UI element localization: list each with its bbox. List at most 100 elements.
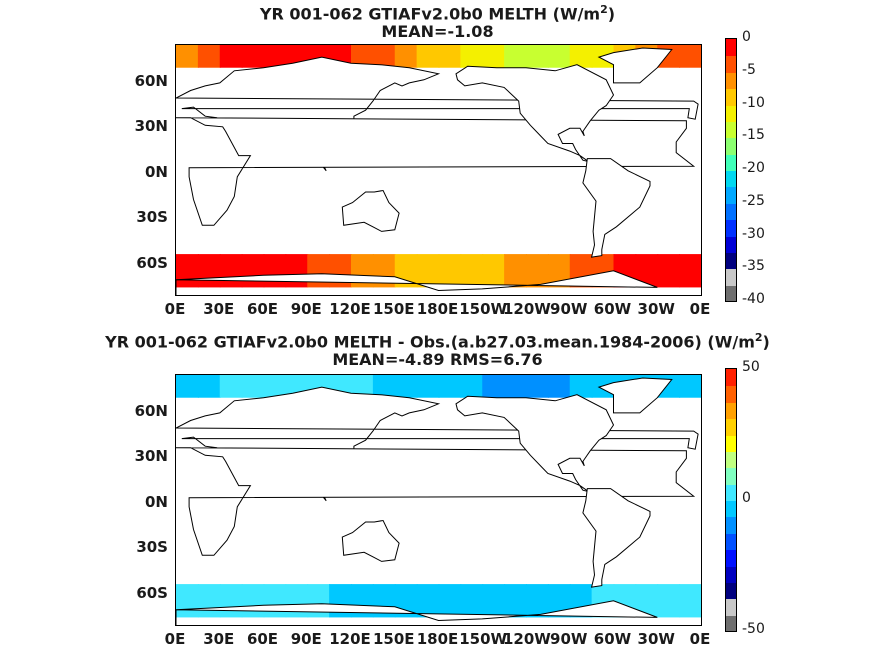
ice-band-cell [526,375,549,398]
ice-band-cell [482,375,506,398]
ice-band-cell [219,254,243,288]
y-tick-label: 30N [134,447,168,466]
colorbar-tick-label: -10 [742,94,765,111]
x-tick-label: 90W [550,300,588,318]
ice-band-cell [219,375,243,398]
ice-band-cell [416,254,440,288]
x-tick-label: 180E [416,300,459,318]
ice-band-cell [176,45,199,68]
chart1-map [175,44,702,296]
x-tick-label: 0E [689,630,711,648]
colorbar-tick-label: -40 [742,291,765,307]
colorbar-swatch [726,268,736,286]
ice-band-cell [482,254,506,288]
colorbar-swatch [726,614,736,631]
colorbar-swatch [726,170,736,188]
x-tick-label: 120E [329,300,371,318]
colorbar-swatch [726,418,736,436]
colorbar-tick-label: 0 [742,29,751,45]
colorbar-swatch [726,202,736,221]
colorbar-swatch [726,39,736,57]
colorbar-tick-label: -35 [742,258,765,275]
ice-band-cell [241,45,265,68]
ice-band-cell [460,45,484,68]
ice-band-cell [635,254,659,288]
x-tick-label: 60E [246,300,279,318]
ice-band-cell [657,584,681,618]
ice-band-cell [219,584,243,618]
colorbar-tick-label: -15 [742,127,765,144]
continent-outline [582,488,651,588]
ice-band-cell [569,45,593,68]
ice-band-cell [504,375,527,398]
ice-band-cell [394,375,418,398]
colorbar-tick-label: -5 [742,61,756,78]
colorbar-swatch [726,483,736,501]
chart2-colorbar [725,368,737,632]
ice-band-cell [482,45,506,68]
colorbar-swatch [726,401,736,420]
ice-band-cell [197,254,221,288]
colorbar-tick-label: -50 [742,621,765,637]
colorbar-swatch [726,434,736,452]
colorbar-swatch [726,120,736,139]
ice-band-cell [416,45,440,68]
ice-band-cell [504,584,527,618]
ice-band-cell [241,584,265,618]
colorbar-tick-label: -25 [742,192,765,209]
ice-band-cell [372,375,396,398]
x-tick-label: 150W [459,630,508,648]
colorbar-swatch [726,385,736,403]
colorbar-swatch [726,369,736,387]
ice-band-cell [263,45,287,68]
ice-band-cell [460,584,484,618]
ice-band-cell [176,254,199,288]
ice-band-cell [482,584,506,618]
x-tick-label: 30E [203,630,235,648]
ice-band-cell [460,254,484,288]
ice-band-cell [416,584,440,618]
colorbar-tick-label: -20 [742,160,765,176]
ice-band-cell [372,45,396,68]
x-tick-label: 60W [593,300,632,318]
y-tick-label: 30S [136,208,168,227]
continent-outline [597,47,673,84]
continent-outline [176,600,658,625]
colorbar-tick-label: -30 [742,225,765,242]
ice-band-cell [197,375,221,398]
y-tick-label: 60S [136,253,168,272]
colorbar-swatch [726,581,736,600]
x-tick-label: 120W [503,300,551,318]
ice-band-cell [635,584,659,618]
ice-band-cell [547,375,571,398]
colorbar-swatch [726,104,736,122]
ice-band-cell [526,254,549,288]
x-tick-label: 0E [164,630,186,648]
y-tick-label: 30S [136,538,168,557]
x-tick-label: 30E [203,300,235,318]
ice-band-cell [263,584,287,618]
ice-band-cell [504,45,527,68]
colorbar-tick-label: 0 [742,490,751,506]
ice-band-cell [241,375,265,398]
x-tick-label: 150W [459,300,508,318]
chart1-title: YR 001-062 GTIAFv2.0b0 MELTH (W/m2) [259,3,616,24]
y-tick-label: 60S [136,583,168,602]
colorbar-swatch [726,284,736,301]
colorbar-swatch [726,219,736,237]
x-tick-label: 30W [637,300,675,318]
ice-band-cell [351,375,374,398]
ice-band-cell [547,254,571,288]
chart2-map [175,374,702,626]
x-tick-label: 90E [290,630,322,648]
colorbar-swatch [726,549,736,567]
chart1-colorbar [725,38,737,302]
colorbar-swatch [726,532,736,551]
ice-band-cell [657,254,681,288]
x-tick-label: 0E [689,300,711,318]
y-tick-label: 60N [134,401,168,420]
colorbar-swatch [726,153,736,171]
ice-band-cell [394,45,418,68]
ice-band-cell [176,584,199,618]
colorbar-swatch [726,500,736,518]
